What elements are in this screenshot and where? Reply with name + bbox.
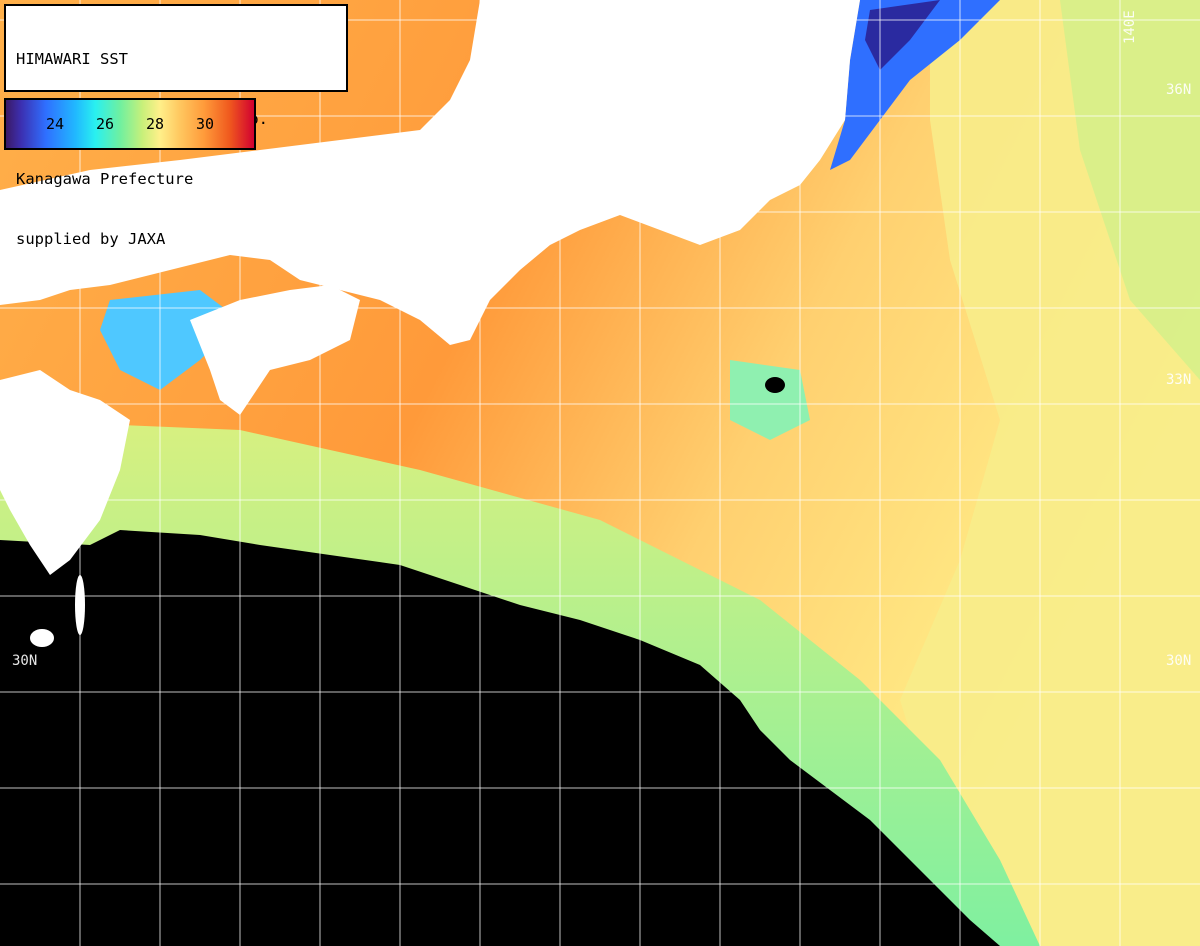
land-island-yakushima [30,629,54,647]
land-honshu [0,0,860,345]
legend-label-24: 24 [46,115,65,133]
legend-label-28: 28 [146,115,165,133]
cool-water-izu-island [730,360,810,440]
lat-label-30n-left: 30N [12,653,38,669]
legend-label-26: 26 [96,115,115,133]
title-line-region: Kanagawa Prefecture [16,170,194,188]
lat-label-36n-right: 36N [1166,82,1192,98]
sea-far-east-green-region [1060,0,1200,380]
title-line-product: HIMAWARI SST [16,50,128,68]
land-island-hachijo [765,377,785,393]
lat-label-30n-right: 30N [1166,653,1192,669]
title-line-credit: supplied by JAXA [16,230,166,248]
legend-label-30: 30 [196,115,215,133]
map-title-box: HIMAWARI SST 2025/07/24 11(UTC) 3H Comp.… [4,4,348,248]
very-cold-water-northeast [865,0,940,70]
lon-label-140e: 140E [1122,10,1138,44]
lat-label-33n-right: 33N [1166,372,1192,388]
land-island-awaji [475,156,495,188]
lon-label-136e: 136E [482,10,498,44]
land-kyushu [0,370,130,575]
no-data-cloud-region [0,530,1000,946]
temperature-color-legend: 24 26 28 30 [4,98,256,150]
land-shikoku [190,285,360,415]
